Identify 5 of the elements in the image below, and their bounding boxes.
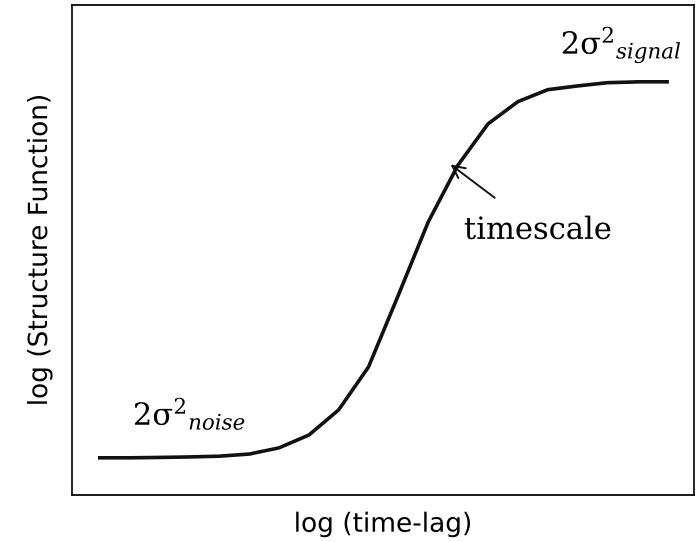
text: 2σ$^{2}$$_{signal}$ bbox=[562, 26, 680, 64]
annotation: 2σ$^{2}$$_{noise}$ bbox=[134, 398, 244, 430]
y-axis-title: log (Structure Function) bbox=[27, 96, 53, 404]
annotation: timescale bbox=[464, 216, 610, 240]
x-axis-title: log (time-lag) bbox=[296, 512, 470, 538]
